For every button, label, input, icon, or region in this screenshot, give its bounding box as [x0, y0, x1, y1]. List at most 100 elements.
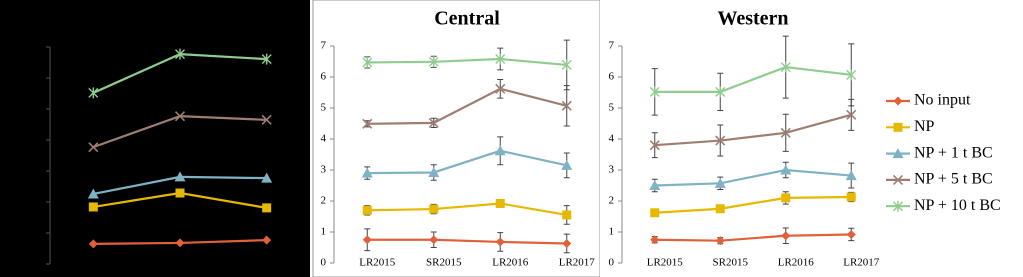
x-tick-label: SR2015: [713, 257, 749, 269]
data-point: [88, 142, 99, 153]
data-point: [846, 229, 856, 239]
series-line: [654, 168, 852, 187]
y-tick-label: 3: [609, 164, 615, 176]
x-tick-label: LR2016: [778, 257, 815, 269]
data-point: [715, 236, 725, 246]
data-point: [174, 171, 186, 182]
data-point: [88, 87, 99, 99]
x-tick-label: SR2015: [426, 257, 462, 269]
data-point: [362, 205, 372, 215]
series-line: [654, 113, 852, 147]
y-tick-label: 1: [609, 226, 615, 238]
y-tick-label: 2: [609, 195, 615, 207]
legend-marker: [893, 122, 903, 132]
data-point: [846, 109, 857, 120]
data-point: [88, 239, 98, 249]
series-line: [367, 57, 567, 67]
y-tick-label: 5: [321, 102, 327, 114]
x-tick-label: LR2017: [559, 257, 596, 269]
data-point: [780, 127, 791, 138]
data-point: [362, 118, 373, 129]
data-point: [715, 86, 726, 98]
series-line: [367, 238, 567, 245]
data-point: [781, 193, 791, 203]
data-point: [175, 188, 185, 198]
data-point: [174, 111, 186, 122]
data-point: [361, 167, 373, 178]
y-tick-label: 0: [321, 257, 327, 269]
y-tick-label: 5: [609, 102, 615, 114]
series-line: [367, 149, 567, 175]
data-point: [561, 100, 572, 111]
data-point: [715, 204, 725, 214]
y-tick-label: 7: [321, 40, 327, 52]
data-point: [780, 164, 792, 175]
data-point: [262, 203, 272, 213]
panel-background: [600, 0, 1023, 277]
data-point: [495, 198, 505, 208]
data-point: [781, 231, 791, 241]
data-point: [561, 59, 572, 71]
data-point: [362, 56, 373, 68]
data-point: [428, 166, 440, 177]
x-tick-label: LR2017: [843, 257, 880, 269]
data-point: [494, 145, 506, 156]
data-point: [495, 53, 506, 65]
data-point: [261, 172, 273, 183]
legend-marker: [892, 174, 904, 185]
series-line: [654, 195, 852, 214]
series-line: [654, 65, 852, 93]
y-tick-label: 2: [321, 195, 327, 207]
panel-background: [312, 0, 601, 277]
y-tick-label: 7: [609, 40, 615, 52]
data-point: [649, 86, 660, 98]
x-tick-label: LR2015: [359, 257, 396, 269]
chart-title: Central: [434, 8, 500, 30]
y-tick-label: 1: [321, 226, 327, 238]
data-point: [428, 56, 439, 68]
legend-label: NP: [914, 118, 935, 135]
legend-label: NP + 5 t BC: [914, 171, 993, 188]
series-line: [367, 87, 568, 125]
legend-marker: [893, 96, 903, 106]
data-point: [846, 69, 857, 81]
data-point: [562, 238, 572, 248]
data-point: [649, 180, 661, 190]
y-tick-label: 0: [609, 257, 615, 269]
data-point: [495, 83, 506, 94]
series-line: [367, 202, 567, 217]
data-point: [362, 235, 372, 245]
panel-background: [0, 0, 310, 277]
data-point: [845, 170, 857, 181]
data-point: [261, 53, 272, 65]
y-tick-label: 6: [609, 71, 615, 83]
data-point: [88, 202, 98, 212]
data-point: [649, 140, 660, 151]
legend-label: No input: [914, 92, 971, 109]
legend-marker: [893, 200, 903, 212]
data-point: [650, 208, 660, 218]
y-tick-label: 4: [609, 133, 615, 145]
data-point: [262, 235, 272, 245]
legend-marker: [892, 148, 904, 159]
data-point: [495, 237, 505, 247]
data-point: [429, 204, 439, 214]
series-line: [654, 233, 852, 242]
y-tick-label: 6: [321, 71, 327, 83]
data-point: [429, 235, 439, 245]
data-point: [650, 235, 660, 245]
data-point: [175, 238, 185, 248]
data-point: [780, 61, 791, 73]
data-point: [175, 48, 185, 60]
x-tick-label: LR2016: [492, 257, 529, 269]
data-point: [714, 177, 726, 188]
legend-label: NP + 1 t BC: [914, 144, 993, 161]
data-point: [428, 117, 439, 128]
chart-title: Western: [717, 8, 788, 30]
data-point: [261, 114, 272, 125]
data-point: [87, 188, 99, 199]
data-point: [561, 159, 573, 170]
data-point: [715, 135, 726, 146]
